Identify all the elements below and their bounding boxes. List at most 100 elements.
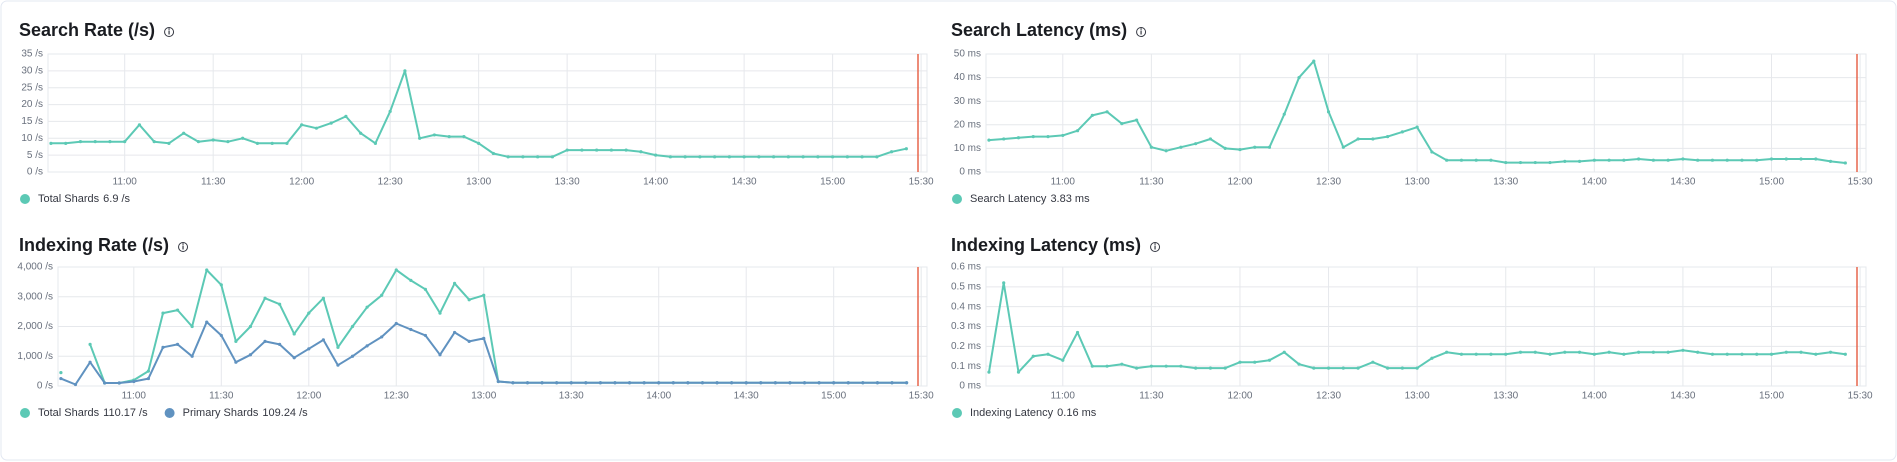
data-point xyxy=(1075,330,1080,335)
y-tick-label: 0 /s xyxy=(37,381,53,392)
data-point xyxy=(1061,133,1065,138)
data-point xyxy=(1725,352,1729,356)
data-point xyxy=(255,141,260,145)
y-tick-label: 35 /s xyxy=(21,49,43,60)
data-point xyxy=(683,155,687,159)
data-point xyxy=(569,381,573,385)
data-point xyxy=(904,381,909,385)
data-point xyxy=(540,381,544,385)
data-point xyxy=(380,335,384,339)
data-point xyxy=(1666,350,1670,354)
data-point xyxy=(329,121,333,125)
data-point xyxy=(350,324,355,329)
data-point xyxy=(1828,350,1833,354)
legend-value: 109.24 /s xyxy=(262,407,308,419)
data-point xyxy=(1637,350,1641,354)
data-point xyxy=(506,155,510,159)
data-point xyxy=(1814,352,1818,356)
data-point xyxy=(1297,76,1301,80)
y-tick-label: 15 /s xyxy=(21,116,43,127)
data-point xyxy=(263,296,267,300)
data-point xyxy=(307,311,311,315)
data-point xyxy=(1799,350,1803,354)
data-point xyxy=(161,311,165,315)
y-tick-label: 10 /s xyxy=(21,133,43,144)
y-tick-label: 0.3 ms xyxy=(951,321,981,332)
data-point xyxy=(321,296,325,300)
data-point xyxy=(1090,364,1094,368)
x-tick-label: 15:30 xyxy=(909,391,934,402)
data-point xyxy=(1459,352,1464,356)
data-point xyxy=(817,381,821,385)
data-point xyxy=(1518,160,1523,165)
data-point xyxy=(1194,366,1198,370)
data-point xyxy=(462,135,466,139)
y-tick-label: 2,000 /s xyxy=(17,321,53,332)
data-point xyxy=(64,141,68,145)
data-point xyxy=(1341,366,1345,370)
data-point xyxy=(1090,113,1094,117)
x-tick-label: 12:30 xyxy=(1316,391,1341,402)
data-point xyxy=(1740,352,1744,356)
data-point xyxy=(715,381,719,385)
data-point xyxy=(686,381,690,385)
data-point xyxy=(1356,366,1360,370)
chart-title: Search Latency (ms) xyxy=(951,20,1127,40)
data-point xyxy=(403,69,407,73)
data-point xyxy=(365,305,369,309)
x-tick-label: 13:30 xyxy=(1493,177,1518,188)
data-point xyxy=(388,109,392,113)
data-point xyxy=(1002,137,1006,141)
x-tick-label: 12:30 xyxy=(378,177,403,188)
data-point xyxy=(1755,158,1759,162)
data-point xyxy=(1843,161,1847,165)
x-tick-label: 15:30 xyxy=(1848,177,1873,188)
data-point xyxy=(307,347,311,351)
data-point xyxy=(1149,364,1153,368)
data-point xyxy=(161,345,165,349)
data-point xyxy=(1135,118,1139,122)
x-tick-label: 14:00 xyxy=(646,391,671,402)
data-point xyxy=(698,155,702,159)
data-point xyxy=(423,333,428,338)
data-point xyxy=(580,148,584,152)
legend-name: Primary Shards xyxy=(183,407,259,419)
y-tick-label: 0 ms xyxy=(959,381,981,392)
data-point xyxy=(146,369,150,373)
data-point xyxy=(1282,350,1286,354)
data-point xyxy=(477,141,481,145)
x-tick-label: 15:00 xyxy=(1759,391,1784,402)
data-point xyxy=(373,141,378,145)
x-tick-label: 14:30 xyxy=(1670,177,1695,188)
data-point xyxy=(598,381,602,385)
data-point xyxy=(772,155,776,159)
x-tick-label: 14:00 xyxy=(1582,391,1607,402)
data-point xyxy=(584,381,588,385)
data-point xyxy=(1696,350,1700,354)
data-point xyxy=(1075,129,1080,133)
chart-title: Search Rate (/s) xyxy=(19,20,155,40)
data-point xyxy=(1784,157,1788,161)
data-point xyxy=(1725,158,1729,162)
data-point xyxy=(1061,358,1065,362)
y-tick-label: 1,000 /s xyxy=(17,351,53,362)
data-point xyxy=(609,148,613,152)
y-tick-label: 30 /s xyxy=(21,65,43,76)
data-point xyxy=(1371,360,1375,364)
data-point xyxy=(1592,158,1596,162)
data-point xyxy=(1459,158,1464,162)
data-point xyxy=(438,353,442,357)
data-point xyxy=(1238,360,1242,364)
data-point xyxy=(1194,142,1198,146)
data-point xyxy=(182,131,186,135)
info-icon-dot xyxy=(182,243,184,245)
data-point xyxy=(1223,146,1227,150)
data-point xyxy=(467,298,471,302)
data-point xyxy=(1386,135,1390,139)
x-tick-label: 11:30 xyxy=(1139,391,1164,402)
data-point xyxy=(270,141,274,145)
x-tick-label: 12:30 xyxy=(1316,177,1341,188)
x-tick-label: 11:00 xyxy=(1051,177,1076,188)
data-point xyxy=(1386,366,1390,370)
